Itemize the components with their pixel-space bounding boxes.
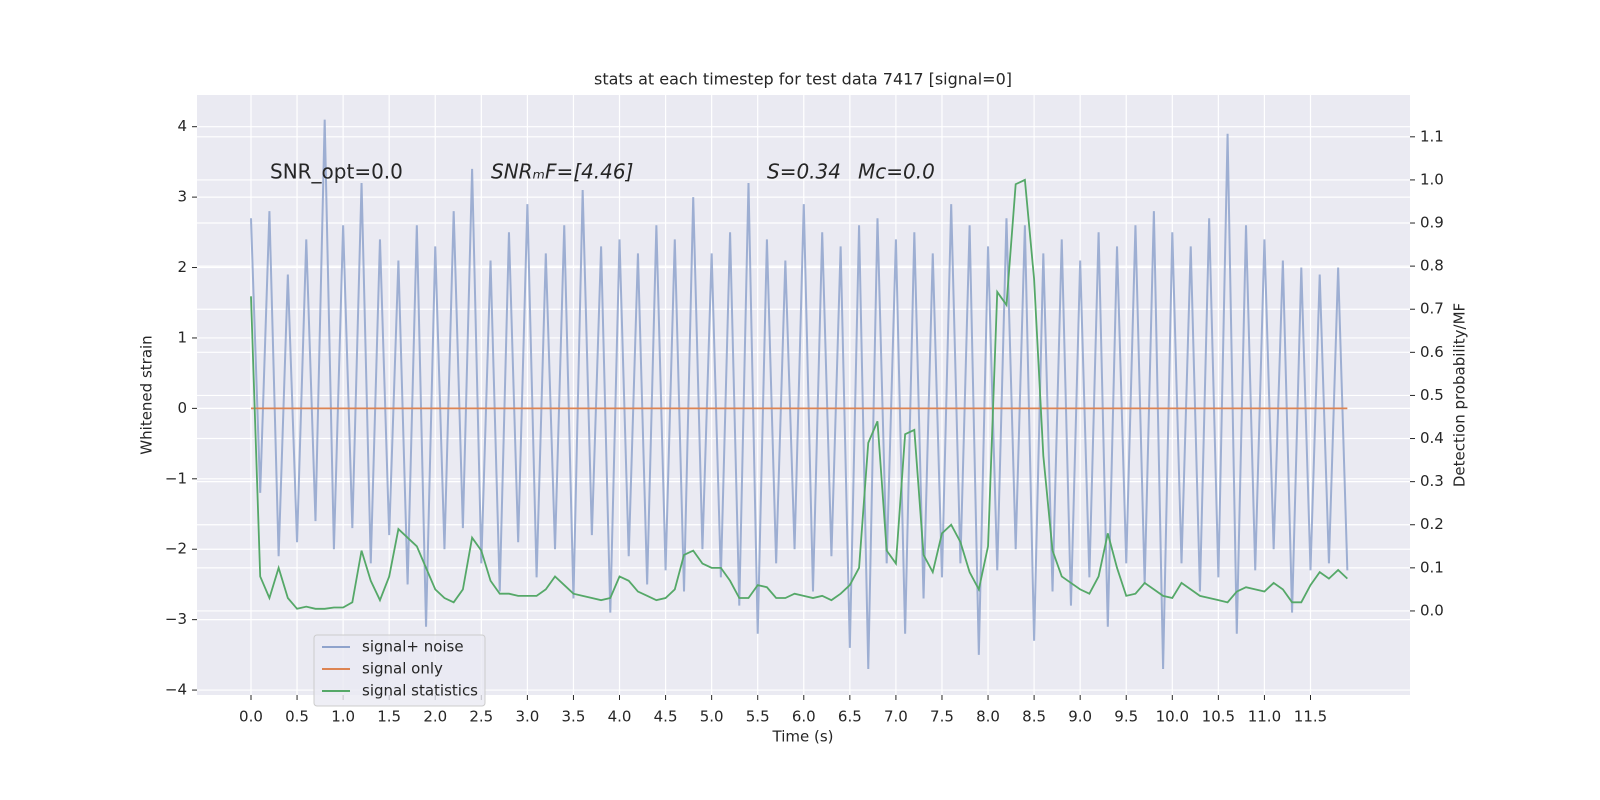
x-tick-label: 3.0	[515, 708, 539, 726]
x-tick-label: 7.5	[930, 708, 954, 726]
y2-tick-label: 0.0	[1420, 601, 1444, 619]
annotation: SNR_opt=0.0	[270, 160, 403, 184]
x-tick-label: 8.5	[1022, 708, 1046, 726]
x-tick-label: 10.0	[1156, 708, 1189, 726]
annotation: SNRₘF=[4.46]	[491, 160, 633, 184]
x-tick-label: 10.5	[1202, 708, 1235, 726]
x-tick-label: 1.5	[377, 708, 401, 726]
y2-tick-label: 0.7	[1420, 300, 1444, 318]
series-line	[250, 178, 1348, 610]
annotation: Mc=0.0	[858, 160, 935, 184]
y2-tick-label: 0.8	[1420, 257, 1444, 275]
x-tick-label: 1.0	[331, 708, 355, 726]
x-tick-label: 0.0	[239, 708, 263, 726]
y-tick-label: 4	[177, 117, 187, 135]
y-tick-label: −3	[165, 610, 187, 628]
x-tick-label: 4.0	[608, 708, 632, 726]
x-tick-label: 9.5	[1114, 708, 1138, 726]
legend-label: signal statistics	[362, 682, 478, 700]
x-tick-label: 2.5	[469, 708, 493, 726]
x-tick-label: 4.5	[654, 708, 678, 726]
chart-title: stats at each timestep for test data 741…	[594, 70, 1012, 89]
y-tick-label: −1	[165, 469, 187, 487]
y2-axis-label: Detection probability/MF	[1451, 303, 1469, 487]
y2-tick-label: 0.6	[1420, 343, 1444, 361]
x-tick-label: 0.5	[285, 708, 309, 726]
x-tick-label: 6.0	[792, 708, 816, 726]
y-tick-label: 0	[177, 399, 187, 417]
annotation: S=0.34	[767, 160, 841, 184]
x-tick-label: 6.5	[838, 708, 862, 726]
y-tick-label: −4	[165, 681, 187, 699]
legend: signal+ noise signal only signal statistic…	[313, 634, 486, 707]
labels: 0.0 0.5 1.0 1.5 2.0 2.5 3.0 3.5 4.0 4.5 5.0 5.5 6.0 6…	[165, 117, 1444, 725]
x-tick-label: 3.5	[562, 708, 586, 726]
x-axis-label: Time (s)	[772, 728, 834, 746]
marks	[249, 119, 1349, 669]
x-tick-label: 11.0	[1248, 708, 1281, 726]
y2-tick-label: 0.1	[1420, 558, 1444, 576]
x-tick-label: 2.0	[423, 708, 447, 726]
y-axis-label: Whitened strain	[138, 335, 156, 454]
y2-tick-label: 0.4	[1420, 429, 1444, 447]
x-tick-label: 11.5	[1294, 708, 1327, 726]
x-tick-label: 9.0	[1068, 708, 1092, 726]
legend-label: signal+ noise	[362, 638, 464, 656]
y2-tick-label: 1.1	[1420, 127, 1444, 145]
y-tick-label: −2	[165, 540, 187, 558]
y2-tick-label: 1.0	[1420, 170, 1444, 188]
y2-tick-label: 0.3	[1420, 472, 1444, 490]
x-tick-label: 8.0	[976, 708, 1000, 726]
y-tick-label: 3	[177, 188, 187, 206]
y-tick-label: 1	[177, 328, 187, 346]
y2-tick-label: 0.2	[1420, 515, 1444, 533]
y-tick-label: 2	[177, 258, 187, 276]
x-tick-label: 5.5	[746, 708, 770, 726]
x-tick-label: 7.0	[884, 708, 908, 726]
y2-tick-label: 0.5	[1420, 386, 1444, 404]
x-tick-label: 5.0	[700, 708, 724, 726]
legend-box	[313, 634, 486, 707]
legend-label: signal only	[362, 660, 443, 678]
y2-tick-label: 0.9	[1420, 214, 1444, 232]
